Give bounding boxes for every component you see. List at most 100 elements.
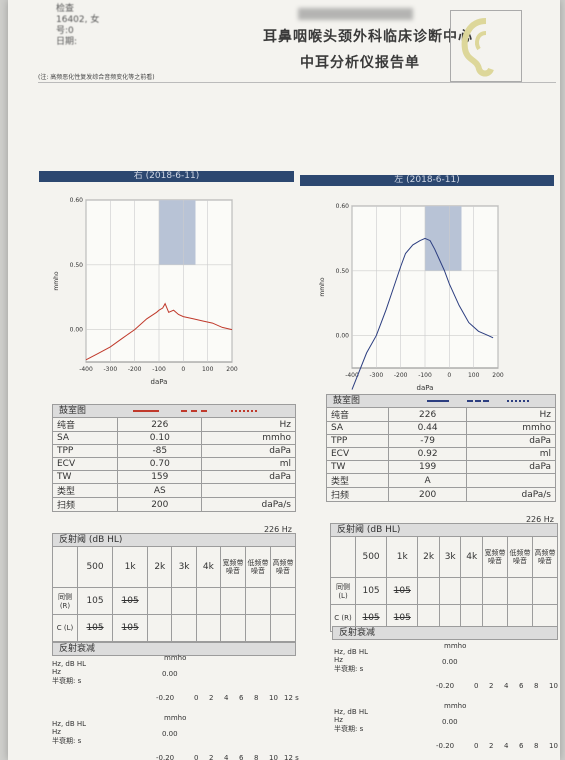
x-tick-label: -200 [394, 372, 408, 379]
reflex-noise-header: 高频带噪音 [270, 546, 296, 588]
decay-xtick: 8 [534, 682, 539, 690]
reflex-cell [417, 577, 440, 605]
right-params: 鼓室图 [52, 404, 296, 418]
reflex-cell [482, 577, 508, 605]
param-name: 类型 [326, 473, 389, 488]
right-tympanogram-svg: -400 -300 -200 -100 0 100 200 0.00 0.50 0.60 mmho d… [53, 197, 238, 386]
param-value: 0.10 [117, 431, 203, 445]
x-axis-label: daPa [151, 378, 168, 386]
tympanogram-curve [85, 302, 233, 361]
reflex-cell: 105 [76, 587, 114, 615]
param-row: TPP -79 daPa [326, 434, 556, 448]
right-tympanogram: -400 -300 -200 -100 0 100 200 0.00 0.50 0.60 mmho d… [48, 190, 238, 394]
hospital-name: 耳鼻咽喉头颈外科临床诊断中心 [263, 29, 473, 45]
x-tick-label: -400 [345, 372, 359, 379]
y-axis-label: mmho [319, 277, 326, 296]
param-row: 类型 A [326, 473, 556, 488]
x-tick-label: 0 [181, 366, 185, 373]
decay-xtick: 4 [504, 742, 509, 750]
right-params-header: 鼓室图 [52, 404, 296, 418]
decay-xtick: 4 [224, 754, 229, 760]
param-name: TPP [51, 444, 119, 458]
reflex-cell [147, 587, 173, 615]
y-tick-label: 0.50 [336, 268, 350, 275]
param-unit: daPa [201, 470, 296, 484]
reflex-noise-header: 宽频带噪音 [482, 536, 508, 578]
decay-y0: 0.00 [442, 658, 458, 666]
decay-xtick: 6 [519, 682, 524, 690]
x-tick-label: 100 [468, 372, 480, 379]
decay-xtick: 6 [519, 742, 524, 750]
param-unit [201, 483, 296, 498]
decay-xtick: 0 [194, 754, 199, 760]
legend-dash [181, 410, 207, 412]
reflex-freq-header: 2k [417, 536, 440, 578]
param-value: -85 [117, 444, 203, 458]
decay-line: Hz [334, 656, 343, 664]
param-name: ECV [51, 457, 119, 471]
reflex-cell: 105 [386, 577, 419, 605]
params-header-label: 鼓室图 [333, 396, 361, 406]
x-tick-label: 200 [492, 372, 504, 379]
normal-range-box [425, 206, 462, 271]
param-row: ECV 0.70 ml [51, 457, 296, 471]
param-row: TPP -85 daPa [51, 444, 296, 458]
param-unit: ml [466, 447, 556, 461]
reflex-cell [245, 614, 271, 642]
y-tick-label: 0.60 [336, 203, 350, 210]
param-row: 扫频 200 daPa/s [326, 487, 556, 502]
legend-dot [231, 410, 257, 412]
right-decay-header: 反射衰减 [52, 642, 296, 656]
decay-unit: mmho [164, 654, 187, 662]
reflex-corner [52, 546, 78, 588]
param-row: 纯音 226 Hz [326, 407, 556, 422]
decay-xtick: 10 [269, 754, 278, 760]
reflex-cell [195, 614, 222, 642]
left-decay-header: 反射衰减 [332, 626, 558, 640]
patient-line: 号:0 [56, 26, 74, 36]
param-unit: mmho [466, 421, 556, 435]
decay-xtick: 0 [474, 682, 479, 690]
param-unit [466, 473, 556, 488]
x-tick-label: -200 [128, 366, 142, 373]
legend-dot [507, 400, 529, 402]
reflex-cell: 105 [354, 577, 388, 605]
y-axis-label: mmho [53, 271, 60, 290]
decay-y0: 0.00 [442, 718, 458, 726]
reflex-cell: 105 [76, 614, 114, 642]
param-value: 0.70 [117, 457, 203, 471]
reflex-cell: 105 [112, 587, 149, 615]
decay-xtick: 2 [489, 742, 494, 750]
decay-xtick: 4 [224, 694, 229, 702]
param-name: TW [326, 460, 389, 474]
param-row: SA 0.10 mmho [51, 431, 296, 445]
reflex-cell [245, 587, 271, 615]
param-row: ECV 0.92 ml [326, 447, 556, 461]
left-reflex-table: 500 1k 2k 3k 4k 宽频带噪音 低频带噪音 高频带噪音 同侧 (L) 105 105 C … [330, 536, 558, 632]
report-note: (注: 高频恶化性复发综合音频变化等之前看) [38, 74, 155, 81]
x-tick-label: -100 [152, 366, 166, 373]
decay-unit: mmho [444, 702, 467, 710]
decay-line: Hz [52, 668, 61, 676]
right-decay: 反射衰减 [52, 642, 296, 656]
reflex-title: 反射阈 (dB HL) [59, 535, 123, 545]
reflex-freq-header: 500 [76, 546, 114, 588]
param-name: 扫频 [326, 487, 389, 502]
reflex-cell [171, 614, 197, 642]
decay-line: 半衰期: s [334, 725, 364, 733]
decay-xtick: 8 [254, 754, 259, 760]
x-tick-label: -100 [418, 372, 432, 379]
reflex-row-label: C (L) [52, 614, 78, 642]
decay-line: 半衰期: s [334, 665, 364, 673]
reflex-hz: 226 Hz [525, 515, 554, 524]
decay-xtick: 0 [194, 694, 199, 702]
param-unit: Hz [201, 417, 296, 432]
decay-block: Hz, dB HL Hz 半衰期: s mmho 0.00 -0.20 0 2 4 6 8… [334, 642, 558, 696]
left-params-header: 鼓室图 [326, 394, 556, 408]
reflex-corner [330, 536, 356, 578]
decay-block: Hz, dB HL Hz 半衰期: s mmho 0.00 -0.20 0 2 4 6 8… [334, 702, 558, 756]
reflex-cell [220, 587, 246, 615]
left-decay: 反射衰减 [332, 626, 558, 640]
param-row: TW 199 daPa [326, 460, 556, 474]
decay-unit: mmho [444, 642, 467, 650]
